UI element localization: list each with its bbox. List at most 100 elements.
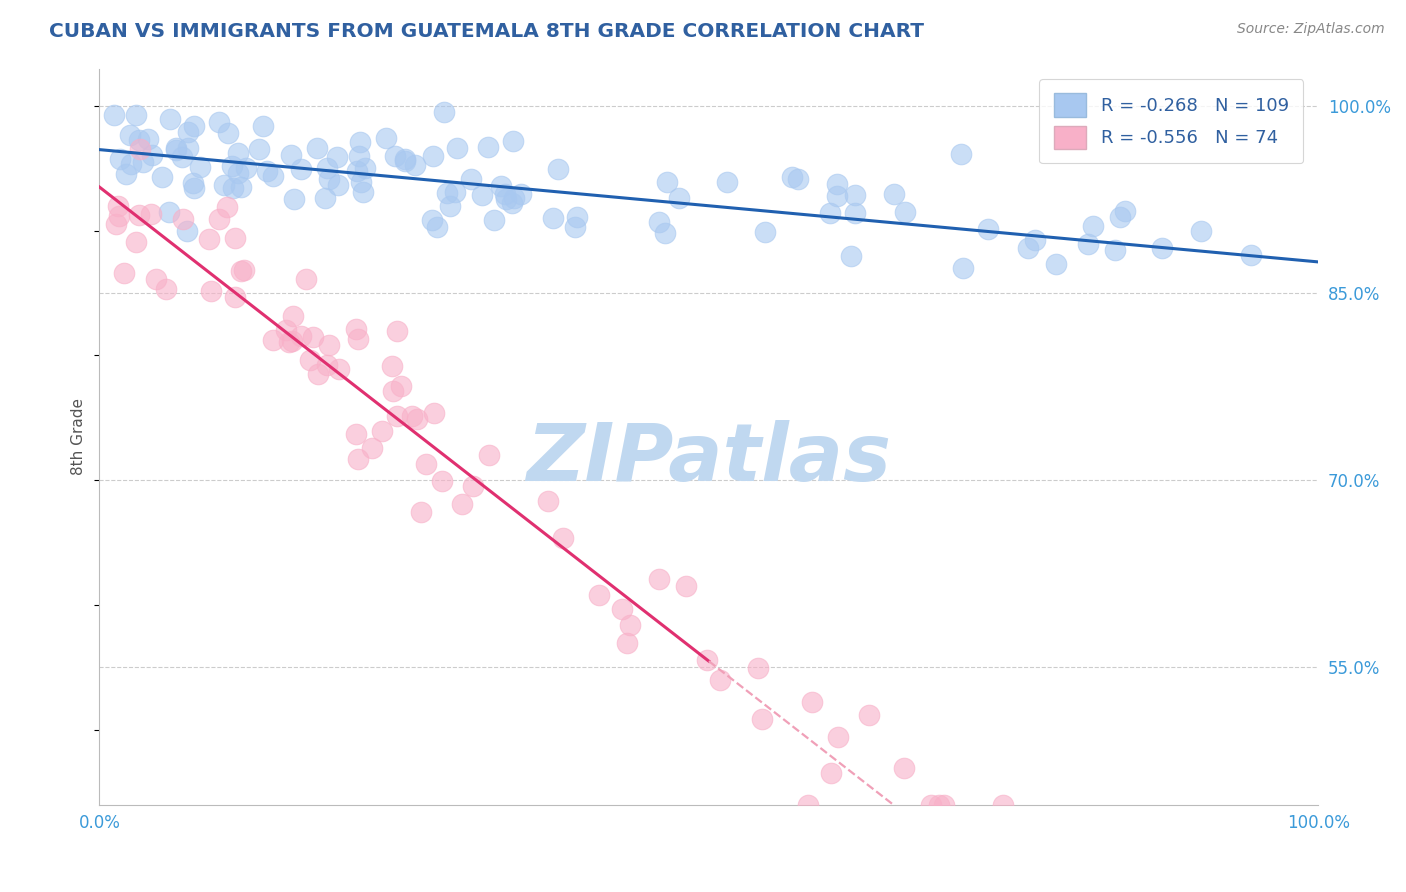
Point — [797, 797, 820, 812]
Point — [751, 712, 773, 726]
Text: Source: ZipAtlas.com: Source: ZipAtlas.com — [1237, 22, 1385, 37]
Point — [825, 177, 848, 191]
Point — [256, 164, 278, 178]
Point — [444, 185, 467, 199]
Point — [495, 192, 517, 206]
Point — [120, 157, 142, 171]
Point — [200, 285, 222, 299]
Point — [129, 142, 152, 156]
Point — [262, 333, 284, 347]
Point — [928, 797, 950, 812]
Point — [1189, 224, 1212, 238]
Point — [188, 160, 211, 174]
Point — [1045, 257, 1067, 271]
Point — [128, 209, 150, 223]
Point — [1024, 233, 1046, 247]
Point — [375, 131, 398, 145]
Point — [325, 150, 347, 164]
Point — [501, 196, 523, 211]
Point — [381, 359, 404, 374]
Point — [183, 181, 205, 195]
Point — [553, 531, 575, 545]
Point — [233, 263, 256, 277]
Point — [221, 160, 243, 174]
Point — [696, 652, 718, 666]
Point — [274, 323, 297, 337]
Point — [415, 457, 437, 471]
Point — [426, 219, 449, 234]
Point — [315, 358, 337, 372]
Point — [949, 147, 972, 161]
Point — [150, 169, 173, 184]
Point — [844, 206, 866, 220]
Point — [212, 178, 235, 193]
Point — [494, 187, 516, 202]
Point — [588, 588, 610, 602]
Point — [827, 189, 849, 203]
Point — [657, 175, 679, 189]
Point — [564, 219, 586, 234]
Point — [1152, 242, 1174, 256]
Point — [709, 673, 731, 687]
Point — [226, 146, 249, 161]
Point — [177, 126, 200, 140]
Point — [346, 163, 368, 178]
Point — [675, 578, 697, 592]
Point — [433, 104, 456, 119]
Point — [172, 150, 194, 164]
Point — [145, 272, 167, 286]
Point — [229, 179, 252, 194]
Point — [281, 334, 304, 348]
Point — [316, 161, 339, 176]
Point — [541, 211, 564, 225]
Point — [436, 186, 458, 201]
Point — [893, 205, 915, 219]
Point — [328, 362, 350, 376]
Point — [215, 200, 238, 214]
Point — [820, 765, 842, 780]
Point — [349, 149, 371, 163]
Point — [977, 222, 1000, 236]
Point — [858, 707, 880, 722]
Point — [932, 797, 955, 812]
Text: CUBAN VS IMMIGRANTS FROM GUATEMALA 8TH GRADE CORRELATION CHART: CUBAN VS IMMIGRANTS FROM GUATEMALA 8TH G… — [49, 22, 924, 41]
Point — [112, 266, 135, 280]
Point — [385, 324, 408, 338]
Point — [394, 153, 416, 168]
Point — [262, 169, 284, 184]
Point — [294, 271, 316, 285]
Point — [430, 474, 453, 488]
Point — [183, 119, 205, 133]
Point — [952, 260, 974, 275]
Point — [278, 335, 301, 350]
Point — [747, 661, 769, 675]
Point — [108, 152, 131, 166]
Point — [344, 427, 367, 442]
Point — [252, 119, 274, 133]
Point — [668, 191, 690, 205]
Point — [165, 143, 187, 157]
Point — [349, 135, 371, 149]
Point — [314, 191, 336, 205]
Point — [103, 108, 125, 122]
Point — [423, 406, 446, 420]
Point — [128, 133, 150, 147]
Point — [224, 290, 246, 304]
Point — [401, 409, 423, 423]
Point — [420, 212, 443, 227]
Text: ZIPatlas: ZIPatlas — [526, 419, 891, 498]
Point — [1077, 237, 1099, 252]
Point — [302, 330, 325, 344]
Point — [619, 617, 641, 632]
Point — [439, 199, 461, 213]
Point — [893, 761, 915, 775]
Point — [827, 730, 849, 744]
Point — [360, 441, 382, 455]
Point — [249, 142, 271, 156]
Point — [450, 497, 472, 511]
Point — [318, 171, 340, 186]
Point — [108, 209, 131, 223]
Point — [307, 368, 329, 382]
Point — [141, 147, 163, 161]
Point — [350, 175, 373, 189]
